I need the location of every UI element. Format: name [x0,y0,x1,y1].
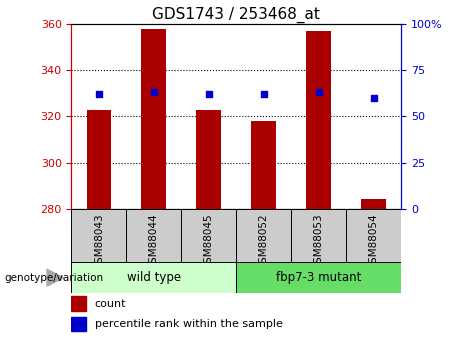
Text: GSM88052: GSM88052 [259,213,269,270]
Point [205,91,213,97]
Text: GSM88043: GSM88043 [94,213,104,270]
Bar [71,209,126,262]
Bar [71,317,86,331]
Bar [181,209,236,262]
Text: wild type: wild type [127,271,181,284]
Bar [71,296,86,310]
Bar [87,109,111,209]
Bar [251,121,276,209]
Polygon shape [47,269,64,286]
Bar [142,29,166,209]
Point [370,95,377,101]
Point [315,90,322,95]
Text: GSM88044: GSM88044 [149,213,159,270]
Bar [71,262,236,293]
Bar [306,31,331,209]
Point [95,91,103,97]
Text: GSM88053: GSM88053 [313,213,324,270]
Text: GSM88054: GSM88054 [369,213,378,270]
Text: GSM88045: GSM88045 [204,213,214,270]
Bar [236,262,401,293]
Text: percentile rank within the sample: percentile rank within the sample [95,319,283,329]
Bar [236,209,291,262]
Point [150,90,158,95]
Text: genotype/variation: genotype/variation [5,273,104,283]
Bar [291,209,346,262]
Bar [126,209,181,262]
Point [260,91,267,97]
Text: count: count [95,299,126,308]
Text: fbp7-3 mutant: fbp7-3 mutant [276,271,361,284]
Bar [361,199,386,209]
Title: GDS1743 / 253468_at: GDS1743 / 253468_at [152,7,320,23]
Bar [346,209,401,262]
Bar [196,109,221,209]
